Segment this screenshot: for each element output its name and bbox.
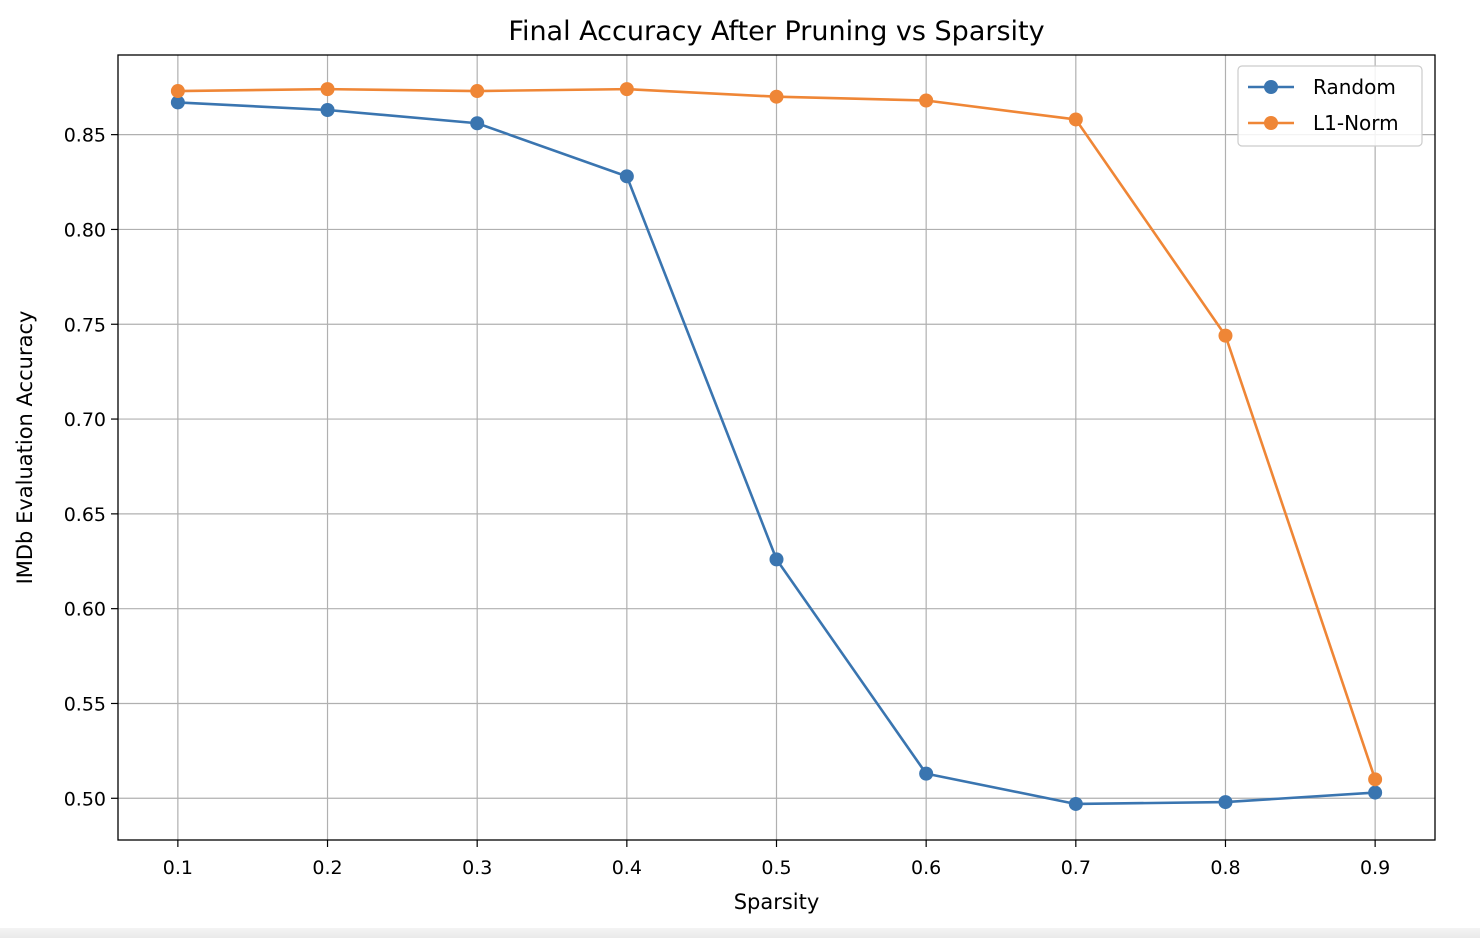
ticks: 0.1 0.2 0.3 0.4 0.5 0.6 0.7 0.8 0.9 0.50 0.55 0.60 0… <box>64 125 1391 879</box>
data-point <box>1218 795 1233 810</box>
window-bottom-strip <box>0 928 1480 938</box>
data-point <box>1068 796 1083 811</box>
data-point <box>919 93 934 108</box>
y-tick-label: 0.85 <box>64 125 106 147</box>
x-tick-label: 0.4 <box>612 857 642 879</box>
x-tick-label: 0.9 <box>1360 857 1390 879</box>
data-point <box>619 82 634 97</box>
y-tick-label: 0.65 <box>64 504 106 526</box>
y-tick-label: 0.55 <box>64 693 106 715</box>
y-tick-label: 0.70 <box>64 409 106 431</box>
data-point <box>619 169 634 184</box>
data-point <box>320 102 335 117</box>
x-tick-label: 0.8 <box>1210 857 1240 879</box>
x-tick-label: 0.7 <box>1061 857 1091 879</box>
y-axis-label: IMDb Evaluation Accuracy <box>13 311 37 585</box>
data-point <box>1218 328 1233 343</box>
data-point <box>170 95 185 110</box>
series-random <box>170 95 1383 811</box>
data-point <box>320 82 335 97</box>
legend: Random L1-Norm <box>1237 65 1423 147</box>
legend-marker <box>1264 116 1278 130</box>
legend-marker <box>1264 80 1278 94</box>
data-point <box>769 552 784 567</box>
y-tick-label: 0.80 <box>64 219 106 241</box>
y-tick-label: 0.75 <box>64 314 106 336</box>
data-point <box>1368 772 1383 787</box>
legend-label: L1-Norm <box>1313 111 1399 135</box>
x-tick-label: 0.6 <box>911 857 941 879</box>
x-axis-label: Sparsity <box>734 890 820 914</box>
data-point <box>1368 785 1383 800</box>
x-tick-label: 0.2 <box>312 857 342 879</box>
y-tick-label: 0.60 <box>64 599 106 621</box>
data-point <box>1068 112 1083 127</box>
data-point <box>470 116 485 131</box>
x-tick-label: 0.1 <box>163 857 193 879</box>
series-layer <box>170 82 1383 811</box>
data-point <box>170 84 185 99</box>
legend-label: Random <box>1313 75 1396 99</box>
data-point <box>470 84 485 99</box>
x-tick-label: 0.3 <box>462 857 492 879</box>
data-point <box>769 89 784 104</box>
y-tick-label: 0.50 <box>64 788 106 810</box>
chart-title: Final Accuracy After Pruning vs Sparsity <box>508 16 1044 47</box>
data-point <box>919 766 934 781</box>
grid <box>118 55 1435 840</box>
x-tick-label: 0.5 <box>761 857 791 879</box>
series-l1-norm <box>170 82 1383 787</box>
